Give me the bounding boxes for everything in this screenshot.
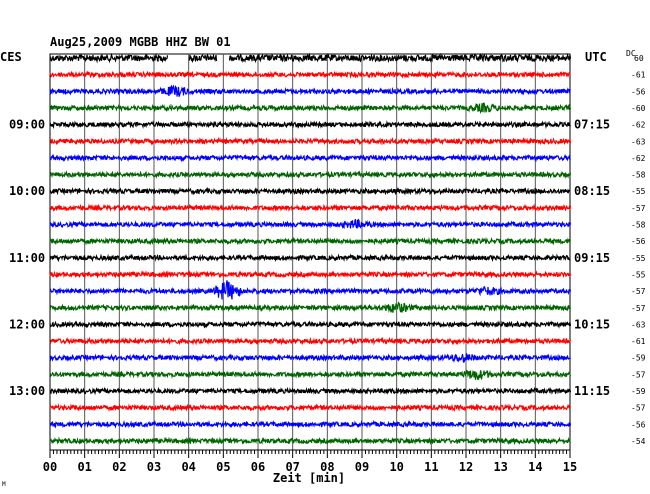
left-timezone-label: CES	[0, 50, 22, 64]
dc-offset-value: -63	[631, 320, 646, 329]
dc-offset-value: -57	[631, 370, 646, 379]
dc-offset-value: -57	[631, 404, 646, 413]
seismic-trace	[49, 84, 572, 97]
seismic-trace	[49, 301, 572, 313]
x-tick-label: 13	[493, 460, 507, 474]
corner-mark: M	[2, 481, 6, 488]
dc-header-label: DC	[626, 49, 636, 58]
dc-offset-value: -62	[631, 154, 646, 163]
dc-offset-value: -55	[631, 270, 646, 279]
seismic-trace	[49, 320, 572, 329]
dc-offset-value: -56	[631, 87, 646, 96]
seismic-trace	[49, 270, 572, 279]
seismic-trace	[49, 253, 571, 263]
x-tick-label: 14	[528, 460, 542, 474]
x-tick-label: 11	[424, 460, 438, 474]
dc-offset-value: -61	[631, 71, 646, 80]
x-tick-label: 09	[355, 460, 369, 474]
seismic-trace	[49, 70, 571, 79]
dc-offset-value: -56	[631, 237, 646, 246]
x-tick-label: 04	[181, 460, 195, 474]
right-time-labels: 07:15 08:15 09:15 10:15 11:15	[574, 118, 610, 398]
x-tick-label: 08	[320, 460, 334, 474]
dc-offset-value: -59	[631, 387, 646, 396]
dc-offset-value: -62	[631, 121, 646, 130]
seismic-trace	[49, 353, 572, 363]
dc-offset-value: -60	[631, 104, 646, 113]
dc-offset-value: -55	[631, 187, 646, 196]
left-time-label: 13:00	[9, 384, 45, 398]
left-time-label: 11:00	[9, 251, 45, 265]
seismic-trace	[49, 203, 572, 213]
dc-offset-value: -63	[631, 137, 646, 146]
left-time-label: 09:00	[9, 118, 45, 132]
dc-offset-value: -58	[631, 171, 646, 180]
x-tick-label: 00	[43, 460, 57, 474]
dc-offset-labels: -61 -56 -60 -62 -63 -62 -58 -55 -57 -58 -56 -55 -55 -…	[631, 71, 646, 446]
x-tick-label: 02	[112, 460, 126, 474]
x-axis-label: Zeit [min]	[273, 471, 345, 485]
seismic-trace	[49, 236, 572, 246]
x-tick-label: 01	[77, 460, 91, 474]
dc-offset-value: -59	[631, 354, 646, 363]
seismic-trace	[49, 336, 572, 346]
seismic-trace	[49, 102, 572, 115]
x-tick-label: 15	[563, 460, 577, 474]
dc-offset-value: -55	[631, 254, 646, 263]
x-tick-label: 07	[285, 460, 299, 474]
left-time-label: 12:00	[9, 317, 45, 331]
right-time-label: 11:15	[574, 384, 610, 398]
seismic-trace	[188, 53, 218, 64]
seismic-trace	[49, 136, 572, 146]
dc-offset-value: -61	[631, 337, 646, 346]
dc-offset-value: -54	[631, 437, 646, 446]
seismic-trace	[49, 280, 572, 300]
seismic-trace	[49, 419, 572, 429]
seismic-trace	[49, 153, 571, 163]
seismic-trace	[49, 403, 572, 413]
right-time-label: 07:15	[574, 118, 610, 132]
right-timezone-label: UTC	[585, 50, 607, 64]
x-tick-label: 03	[147, 460, 161, 474]
seismic-trace	[49, 369, 572, 381]
x-tick-label: 06	[251, 460, 265, 474]
x-tick-label: 12	[459, 460, 473, 474]
seismic-trace	[49, 170, 572, 180]
seismic-trace	[49, 218, 572, 230]
dc-header-value: 60	[634, 54, 644, 63]
seismic-trace	[228, 52, 572, 64]
left-time-label: 10:00	[9, 184, 45, 198]
seismic-trace	[49, 436, 572, 446]
dc-offset-value: -58	[631, 221, 646, 230]
x-axis: 00 01 02 03 04 05 06 07 08 09 10 11 12 13 14 15	[43, 449, 577, 474]
right-time-label: 08:15	[574, 184, 610, 198]
seismic-trace	[49, 386, 572, 396]
seismic-trace	[49, 186, 571, 196]
minute-grid	[84, 54, 536, 450]
dc-offset-value: -57	[631, 287, 646, 296]
dc-offset-value: -57	[631, 204, 646, 213]
dc-offset-value: -56	[631, 420, 646, 429]
trace-group	[49, 52, 572, 446]
x-tick-label: 10	[389, 460, 403, 474]
right-time-label: 10:15	[574, 317, 610, 331]
seismic-trace	[49, 120, 571, 130]
right-time-label: 09:15	[574, 251, 610, 265]
dc-offset-value: -57	[631, 304, 646, 313]
seismic-trace	[49, 52, 169, 64]
chart-title: Aug25,2009 MGBB HHZ BW 01	[50, 35, 231, 49]
left-time-labels: 09:00 10:00 11:00 12:00 13:00	[9, 118, 45, 398]
x-tick-label: 05	[216, 460, 230, 474]
